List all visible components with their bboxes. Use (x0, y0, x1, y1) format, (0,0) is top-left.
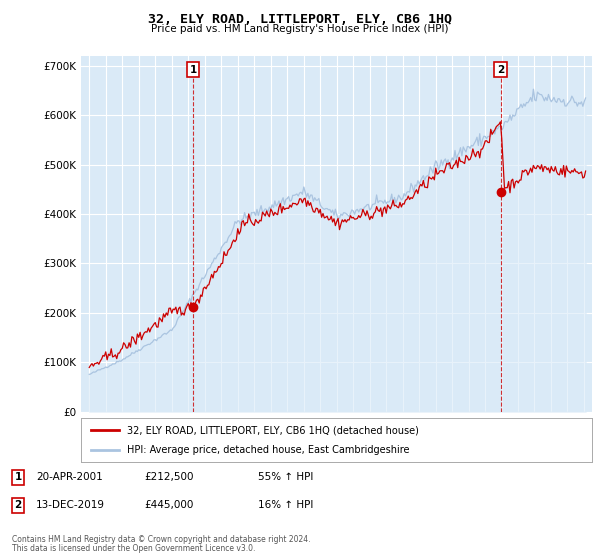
Text: 2: 2 (497, 65, 505, 75)
Text: 2: 2 (14, 500, 22, 510)
Text: 55% ↑ HPI: 55% ↑ HPI (258, 472, 313, 482)
Text: 32, ELY ROAD, LITTLEPORT, ELY, CB6 1HQ (detached house): 32, ELY ROAD, LITTLEPORT, ELY, CB6 1HQ (… (127, 425, 419, 435)
Text: 13-DEC-2019: 13-DEC-2019 (36, 500, 105, 510)
Text: This data is licensed under the Open Government Licence v3.0.: This data is licensed under the Open Gov… (12, 544, 256, 553)
Text: 1: 1 (190, 65, 197, 75)
Text: Contains HM Land Registry data © Crown copyright and database right 2024.: Contains HM Land Registry data © Crown c… (12, 535, 311, 544)
Text: £212,500: £212,500 (144, 472, 193, 482)
Text: £445,000: £445,000 (144, 500, 193, 510)
Text: HPI: Average price, detached house, East Cambridgeshire: HPI: Average price, detached house, East… (127, 445, 410, 455)
Text: 16% ↑ HPI: 16% ↑ HPI (258, 500, 313, 510)
Text: 20-APR-2001: 20-APR-2001 (36, 472, 103, 482)
Text: 1: 1 (14, 472, 22, 482)
Text: Price paid vs. HM Land Registry's House Price Index (HPI): Price paid vs. HM Land Registry's House … (151, 24, 449, 34)
Text: 32, ELY ROAD, LITTLEPORT, ELY, CB6 1HQ: 32, ELY ROAD, LITTLEPORT, ELY, CB6 1HQ (148, 13, 452, 26)
